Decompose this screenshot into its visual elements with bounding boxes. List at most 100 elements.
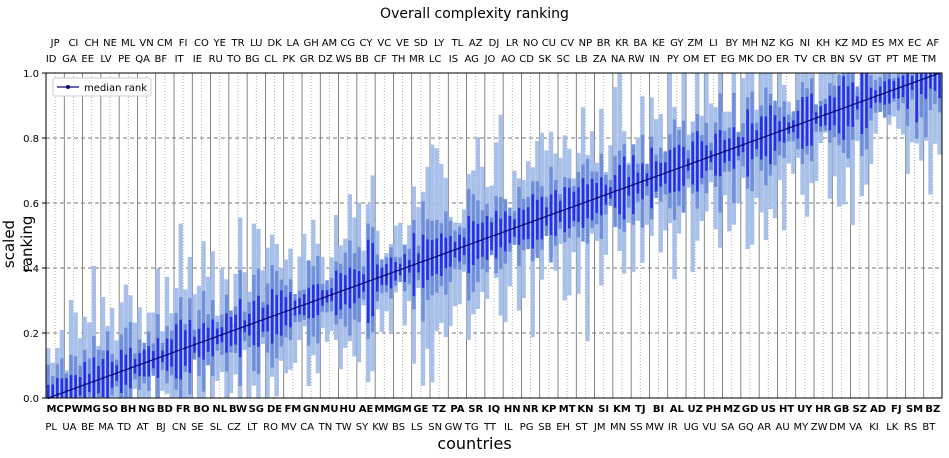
range-bar-outer (608, 145, 613, 198)
top-country-label-row1: CG (340, 38, 355, 49)
top-country-label-row1: CI (68, 38, 78, 49)
range-bar-outer (814, 115, 819, 182)
median-rank-point (568, 206, 571, 210)
bottom-country-label-row1: GE (413, 404, 428, 415)
median-rank-point (796, 123, 800, 126)
median-rank-point (504, 230, 507, 233)
bottom-country-label-row1: US (761, 404, 776, 415)
range-bar-mid (919, 73, 924, 118)
median-rank-point (550, 213, 553, 216)
chart-title: Overall complexity ranking (380, 6, 569, 22)
top-country-label-row1: CV (560, 38, 574, 49)
range-bar-outer (928, 73, 933, 195)
range-bar-outer (736, 131, 741, 204)
top-country-label-row1: ZM (687, 38, 702, 49)
bottom-country-label-row1: IQ (488, 404, 500, 415)
top-country-label-row1: CM (157, 38, 173, 49)
bottom-country-label-row2: GW (445, 422, 463, 433)
median-rank-point (723, 150, 726, 153)
median-rank-point (403, 266, 406, 270)
median-rank-point (422, 260, 425, 263)
bottom-country-label-row2: RS (904, 422, 917, 433)
bottom-country-label-row2: SS (630, 422, 643, 433)
range-bar-inner (56, 377, 59, 398)
top-country-label-row2: TV (793, 54, 807, 65)
median-rank-point (431, 256, 434, 260)
bottom-country-label-row2: KI (869, 422, 879, 433)
bottom-country-label-row1: MC (46, 404, 63, 415)
bottom-country-label-row1: AE (359, 404, 374, 415)
median-rank-point (449, 250, 452, 253)
bottom-country-label-row2: UG (684, 422, 699, 433)
range-bar-inner (46, 384, 50, 398)
range-bar-outer (398, 222, 403, 265)
median-rank-point (230, 330, 233, 333)
bottom-country-label-row1: NG (138, 404, 155, 415)
median-rank-point (312, 300, 315, 303)
bottom-country-label-row2: MA (98, 422, 114, 433)
top-country-label-row2: TM (920, 54, 936, 65)
median-rank-point (220, 333, 224, 336)
top-country-label-row2: PT (886, 54, 899, 65)
bottom-country-label-row1: BW (229, 404, 247, 415)
top-country-label-row2: MK (738, 54, 754, 65)
bottom-country-label-row1: HU (339, 404, 356, 415)
range-bar-outer (644, 169, 650, 225)
range-bar-outer (489, 185, 494, 241)
top-country-label-row2: IS (449, 54, 458, 65)
top-country-label-row1: LA (287, 38, 300, 49)
range-bar-outer (850, 73, 855, 226)
bottom-country-label-row2: CN (172, 422, 186, 433)
median-rank-point (586, 200, 589, 203)
top-country-label-row2: GA (62, 54, 77, 65)
top-country-label-row1: KZ (835, 38, 849, 49)
bottom-country-label-row1: KP (541, 404, 556, 415)
bottom-country-label-row2: ZW (811, 422, 828, 433)
bottom-country-label-row2: CZ (227, 422, 241, 433)
y-tick-label: 0.0 (23, 394, 39, 405)
top-country-label-row1: ES (872, 38, 885, 49)
median-rank-point (394, 270, 397, 273)
median-rank-point (778, 130, 781, 133)
median-rank-point (147, 360, 150, 363)
bottom-country-label-row2: SL (210, 422, 222, 433)
median-rank-point (156, 356, 160, 360)
median-rank-point (211, 336, 214, 340)
bottom-country-label-row1: GN (303, 404, 320, 415)
median-rank-point (129, 366, 132, 370)
range-bar-inner (929, 73, 932, 89)
top-country-label-row2: SV (849, 54, 862, 65)
bottom-country-label-row2: TG (464, 422, 479, 433)
top-country-label-row1: CH (84, 38, 99, 49)
top-country-label-row2: IE (193, 54, 202, 65)
range-bar-outer (100, 296, 106, 398)
bottom-country-label-row1: PA (450, 404, 464, 415)
range-bar-mid (60, 358, 64, 398)
bottom-country-label-row2: AU (775, 422, 789, 433)
median-rank-point (595, 196, 598, 200)
top-country-label-row1: GH (304, 38, 319, 49)
range-bar-inner (106, 350, 109, 398)
top-country-label-row2: ME (903, 54, 918, 65)
bottom-country-label-row2: BS (392, 422, 405, 433)
median-rank-point (632, 183, 635, 186)
bottom-country-label-row1: DE (267, 404, 282, 415)
bottom-country-label-row2: TN (318, 422, 333, 433)
median-rank-point (239, 326, 242, 330)
legend-swatch-marker (66, 85, 70, 89)
range-bar-outer (242, 272, 247, 350)
top-country-label-row2: DZ (318, 54, 333, 65)
median-rank-point (385, 273, 388, 276)
top-country-label-row1: LU (250, 38, 262, 49)
median-rank-point (440, 253, 443, 256)
range-bar-outer (900, 73, 906, 135)
top-country-label-row2: AO (501, 54, 516, 65)
bottom-country-label-row1: UZ (687, 404, 702, 415)
bottom-country-label-row2: MN (610, 422, 626, 433)
median-rank-point (870, 96, 873, 100)
top-country-label-row2: IT (175, 54, 185, 65)
bottom-country-label-row2: BJ (156, 422, 166, 433)
top-country-label-row1: TR (230, 38, 244, 49)
median-rank-point (559, 210, 562, 213)
